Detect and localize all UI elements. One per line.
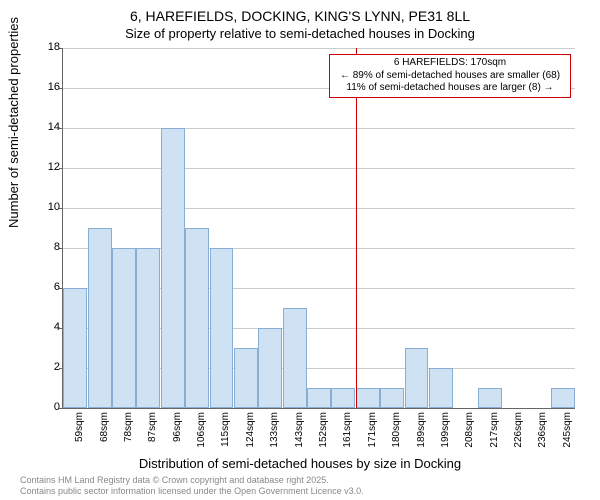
x-tick-label: 124sqm <box>245 412 256 452</box>
y-tick-label: 6 <box>40 281 60 293</box>
marker-line <box>356 48 357 408</box>
x-tick-label: 68sqm <box>99 412 110 452</box>
gridline <box>63 208 575 209</box>
y-tick-label: 14 <box>40 121 60 133</box>
histogram-bar <box>112 248 136 408</box>
x-tick-label: 106sqm <box>196 412 207 452</box>
annot-line: 6 HAREFIELDS: 170sqm <box>334 57 566 70</box>
annot-line: ← 89% of semi-detached houses are smalle… <box>334 70 566 83</box>
x-tick-label: 59sqm <box>74 412 85 452</box>
y-tick-label: 12 <box>40 161 60 173</box>
histogram-bar <box>307 388 331 408</box>
histogram-bar <box>210 248 234 408</box>
marker-annotation: 6 HAREFIELDS: 170sqm← 89% of semi-detach… <box>329 54 571 98</box>
gridline <box>63 168 575 169</box>
histogram-bar <box>551 388 575 408</box>
chart-title-line1: 6, HAREFIELDS, DOCKING, KING'S LYNN, PE3… <box>0 8 600 24</box>
y-tick-label: 8 <box>40 241 60 253</box>
x-tick-label: 78sqm <box>123 412 134 452</box>
gridline <box>63 48 575 49</box>
footer-line1: Contains HM Land Registry data © Crown c… <box>20 475 364 486</box>
x-tick-label: 189sqm <box>416 412 427 452</box>
gridline <box>63 128 575 129</box>
histogram-bar <box>478 388 502 408</box>
chart-container: 6, HAREFIELDS, DOCKING, KING'S LYNN, PE3… <box>0 0 600 500</box>
histogram-bar <box>88 228 112 408</box>
x-tick-label: 217sqm <box>489 412 500 452</box>
x-tick-label: 180sqm <box>391 412 402 452</box>
histogram-bar <box>429 368 453 408</box>
x-tick-label: 152sqm <box>318 412 329 452</box>
plot-area: 6 HAREFIELDS: 170sqm← 89% of semi-detach… <box>62 48 575 409</box>
histogram-bar <box>185 228 209 408</box>
x-tick-label: 143sqm <box>294 412 305 452</box>
x-tick-label: 245sqm <box>562 412 573 452</box>
footer-line2: Contains public sector information licen… <box>20 486 364 497</box>
footer-attribution: Contains HM Land Registry data © Crown c… <box>20 475 364 497</box>
x-tick-label: 208sqm <box>464 412 475 452</box>
x-tick-label: 236sqm <box>537 412 548 452</box>
x-tick-label: 115sqm <box>220 412 231 452</box>
x-tick-label: 87sqm <box>147 412 158 452</box>
annot-line: 11% of semi-detached houses are larger (… <box>334 82 566 95</box>
x-axis-label: Distribution of semi-detached houses by … <box>0 456 600 471</box>
x-tick-label: 96sqm <box>172 412 183 452</box>
y-tick-label: 16 <box>40 81 60 93</box>
y-tick-label: 0 <box>40 401 60 413</box>
histogram-bar <box>380 388 404 408</box>
y-tick-label: 18 <box>40 41 60 53</box>
x-tick-label: 199sqm <box>440 412 451 452</box>
histogram-bar <box>63 288 87 408</box>
histogram-bar <box>234 348 258 408</box>
y-tick-label: 2 <box>40 361 60 373</box>
y-tick-label: 10 <box>40 201 60 213</box>
histogram-bar <box>258 328 282 408</box>
y-tick-label: 4 <box>40 321 60 333</box>
x-tick-label: 133sqm <box>269 412 280 452</box>
histogram-bar <box>405 348 429 408</box>
x-tick-label: 226sqm <box>513 412 524 452</box>
histogram-bar <box>136 248 160 408</box>
histogram-bar <box>356 388 380 408</box>
histogram-bar <box>161 128 185 408</box>
chart-title-line2: Size of property relative to semi-detach… <box>0 26 600 41</box>
y-axis-label: Number of semi-detached properties <box>6 17 21 228</box>
x-tick-label: 161sqm <box>342 412 353 452</box>
histogram-bar <box>331 388 355 408</box>
x-tick-label: 171sqm <box>367 412 378 452</box>
histogram-bar <box>283 308 307 408</box>
